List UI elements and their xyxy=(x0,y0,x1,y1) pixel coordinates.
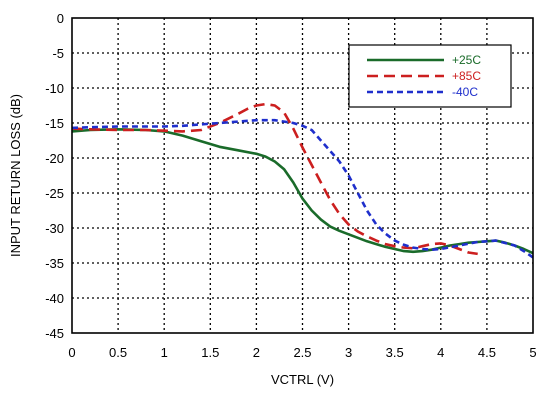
series-line-1 xyxy=(71,102,478,256)
x-tick-labels: 0 0.5 1 1.5 2 2.5 3 3.5 4 4.5 5 xyxy=(68,345,536,360)
plot-border xyxy=(71,17,534,334)
legend-label-0: +25C xyxy=(452,53,481,67)
x-tick-label: 0 xyxy=(68,345,75,360)
plot-frame xyxy=(71,17,534,334)
legend-label-2: -40C xyxy=(452,85,478,99)
series-layer xyxy=(71,102,534,259)
y-tick-labels: 0 -5 -10 -15 -20 -25 -30 -35 -40 -45 xyxy=(45,11,64,341)
y-axis-label: INPUT RETURN LOSS (dB) xyxy=(8,94,23,257)
x-tick-label: 3.5 xyxy=(386,345,404,360)
x-tick-label: 2 xyxy=(253,345,260,360)
y-tick-label: -20 xyxy=(45,151,64,166)
x-axis-label: VCTRL (V) xyxy=(271,372,334,387)
legend: +25C +85C -40C xyxy=(348,44,512,108)
x-tick-label: 4 xyxy=(437,345,444,360)
y-tick-label: -5 xyxy=(52,46,64,61)
y-tick-label: -25 xyxy=(45,186,64,201)
y-tick-label: -35 xyxy=(45,256,64,271)
x-tick-label: 2.5 xyxy=(293,345,311,360)
y-tick-label: -40 xyxy=(45,291,64,306)
y-tick-label: -10 xyxy=(45,81,64,96)
y-tick-label: 0 xyxy=(57,11,64,26)
x-tick-label: 1.5 xyxy=(201,345,219,360)
gridlines xyxy=(72,18,533,333)
x-tick-label: 4.5 xyxy=(478,345,496,360)
x-tick-label: 0.5 xyxy=(109,345,127,360)
y-tick-label: -15 xyxy=(45,116,64,131)
x-tick-label: 3 xyxy=(345,345,352,360)
legend-label-1: +85C xyxy=(452,69,481,83)
x-tick-label: 1 xyxy=(161,345,168,360)
x-tick-label: 5 xyxy=(529,345,536,360)
y-tick-label: -30 xyxy=(45,221,64,236)
y-tick-label: -45 xyxy=(45,326,64,341)
series-line-2 xyxy=(71,118,534,259)
